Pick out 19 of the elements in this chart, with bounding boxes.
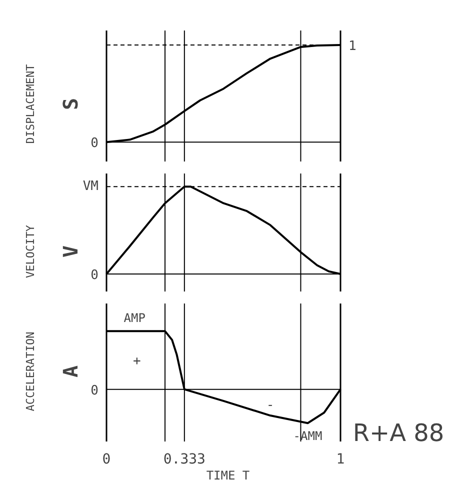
text: 0 <box>90 268 98 284</box>
x-axis-title: TIME T <box>206 468 250 482</box>
text: S <box>58 98 82 110</box>
annotation: AMP <box>124 311 146 326</box>
text: V <box>58 245 82 258</box>
annotation: + <box>133 354 142 370</box>
y-axis-title: DISPLACEMENT <box>24 64 37 144</box>
x-tick-label: 0 <box>102 452 111 468</box>
annotation: - <box>266 398 274 413</box>
x-tick-label: 1 <box>336 452 345 468</box>
text: R+A 88 <box>352 419 444 448</box>
text: 0 <box>90 136 98 152</box>
text: VM <box>82 179 99 194</box>
y-axis-title: ACCELERATION <box>24 332 37 412</box>
text: 1 <box>348 39 356 54</box>
text: A <box>58 365 82 378</box>
text: 0 <box>90 383 98 398</box>
y-axis-title: VELOCITY <box>24 224 37 278</box>
x-tick-label: 0.333 <box>163 452 206 468</box>
